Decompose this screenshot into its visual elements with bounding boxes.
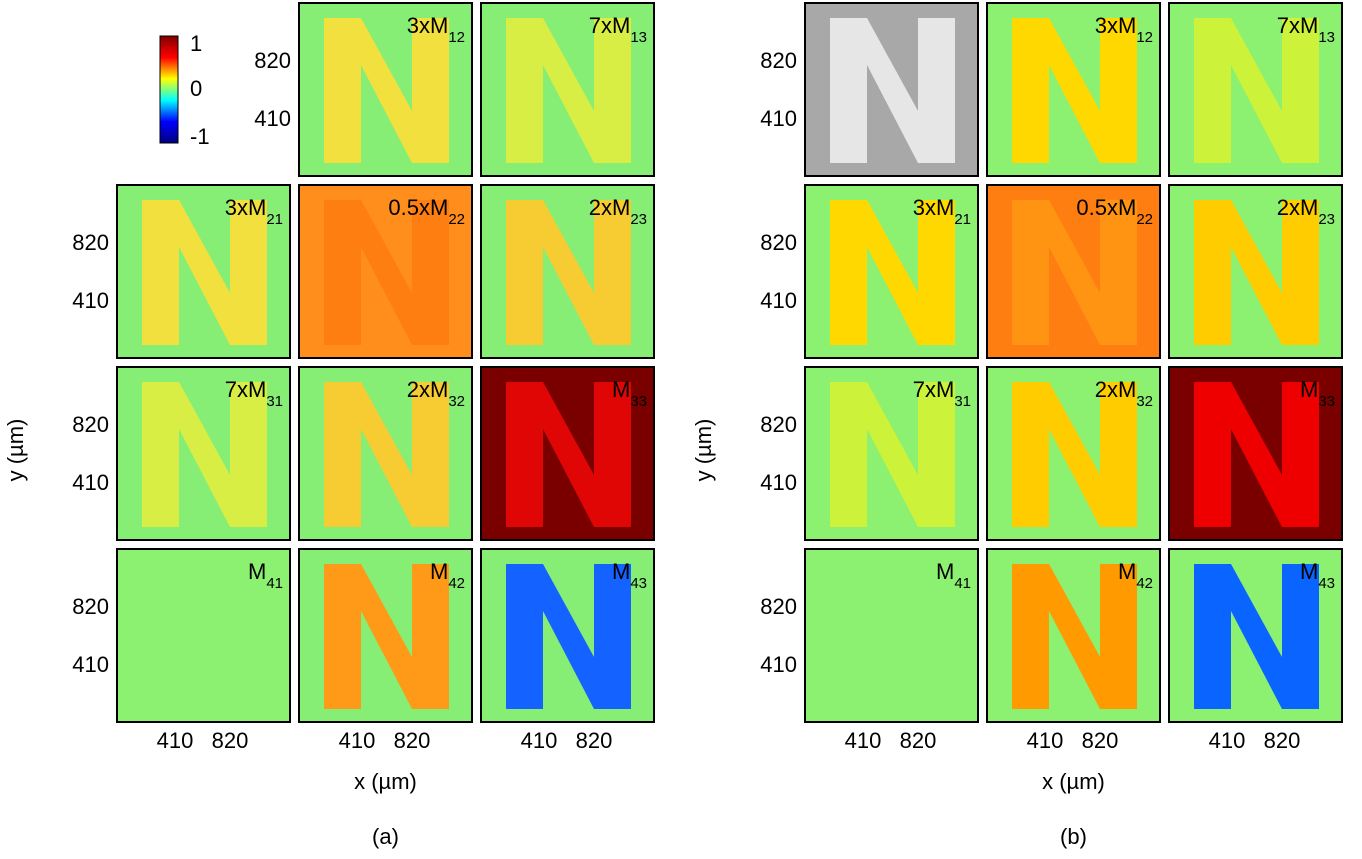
y-tick-label: 410 [760, 288, 797, 313]
y-tick-label: 820 [760, 230, 797, 255]
y-tick-label: 820 [760, 594, 797, 619]
element-index: 22 [1136, 211, 1153, 228]
element-name: M [612, 559, 630, 584]
element-name: 7xM [225, 377, 267, 402]
y-tick-label: 820 [760, 412, 797, 437]
element-name: M [936, 559, 954, 584]
element-index: 22 [448, 211, 465, 228]
x-tick-label: 820 [1264, 728, 1301, 753]
y-tick-label: 410 [760, 470, 797, 495]
element-index: 42 [448, 575, 465, 592]
element-index: 31 [266, 393, 283, 410]
element-index: 23 [630, 211, 647, 228]
element-index: 42 [1136, 575, 1153, 592]
element-name: 0.5xM [1076, 195, 1136, 220]
element-name: 7xM [913, 377, 955, 402]
element-name: M [248, 559, 266, 584]
x-tick-label: 410 [521, 728, 558, 753]
element-index: 21 [954, 211, 971, 228]
element-name: M [1118, 559, 1136, 584]
y-axis-label: y (µm) [3, 419, 28, 482]
y-tick-label: 410 [254, 106, 291, 131]
panel-label: (b) [1060, 824, 1087, 849]
x-tick-label: 410 [339, 728, 376, 753]
element-name: 3xM [407, 13, 449, 38]
colorbar-tick-label: -1 [190, 124, 210, 149]
colorbar [160, 36, 178, 143]
x-tick-label: 410 [1027, 728, 1064, 753]
x-tick-label: 820 [900, 728, 937, 753]
y-tick-label: 410 [72, 470, 109, 495]
element-name: 7xM [1277, 13, 1319, 38]
y-axis-label: y (µm) [691, 419, 716, 482]
element-name: M [1300, 559, 1318, 584]
element-index: 21 [266, 211, 283, 228]
element-index: 33 [1318, 393, 1335, 410]
figure: 10-13xM128204107xM133xM218204100.5xM222x… [0, 0, 1362, 859]
y-tick-label: 820 [72, 412, 109, 437]
x-axis-label: x (µm) [1042, 769, 1105, 794]
element-index: 32 [1136, 393, 1153, 410]
element-name: 3xM [225, 195, 267, 220]
x-tick-label: 820 [576, 728, 613, 753]
element-name: 2xM [407, 377, 449, 402]
x-tick-label: 410 [1209, 728, 1246, 753]
y-tick-label: 820 [254, 48, 291, 73]
x-tick-label: 410 [845, 728, 882, 753]
colorbar-tick-label: 1 [190, 31, 202, 56]
x-tick-label: 410 [157, 728, 194, 753]
y-tick-label: 820 [760, 48, 797, 73]
y-tick-label: 820 [72, 230, 109, 255]
element-index: 43 [1318, 575, 1335, 592]
element-name: 3xM [913, 195, 955, 220]
element-index: 33 [630, 393, 647, 410]
element-name: M [612, 377, 630, 402]
colorbar-tick-label: 0 [190, 76, 202, 101]
element-name: 2xM [1277, 195, 1319, 220]
element-index: 12 [1136, 29, 1153, 46]
element-name: M [430, 559, 448, 584]
element-index: 12 [448, 29, 465, 46]
y-tick-label: 820 [72, 594, 109, 619]
element-index: 41 [266, 575, 283, 592]
element-name: 7xM [589, 13, 631, 38]
element-index: 41 [954, 575, 971, 592]
x-tick-label: 820 [212, 728, 249, 753]
element-index: 43 [630, 575, 647, 592]
y-tick-label: 410 [760, 652, 797, 677]
element-name: 2xM [1095, 377, 1137, 402]
element-index: 32 [448, 393, 465, 410]
element-index: 13 [1318, 29, 1335, 46]
element-index: 23 [1318, 211, 1335, 228]
element-index: 31 [954, 393, 971, 410]
x-tick-label: 820 [1082, 728, 1119, 753]
element-name: M [1300, 377, 1318, 402]
y-tick-label: 410 [72, 288, 109, 313]
x-axis-label: x (µm) [354, 769, 417, 794]
panel-label: (a) [372, 824, 399, 849]
element-name: 0.5xM [388, 195, 448, 220]
x-tick-label: 820 [394, 728, 431, 753]
element-name: 3xM [1095, 13, 1137, 38]
element-index: 13 [630, 29, 647, 46]
y-tick-label: 410 [72, 652, 109, 677]
y-tick-label: 410 [760, 106, 797, 131]
element-name: 2xM [589, 195, 631, 220]
